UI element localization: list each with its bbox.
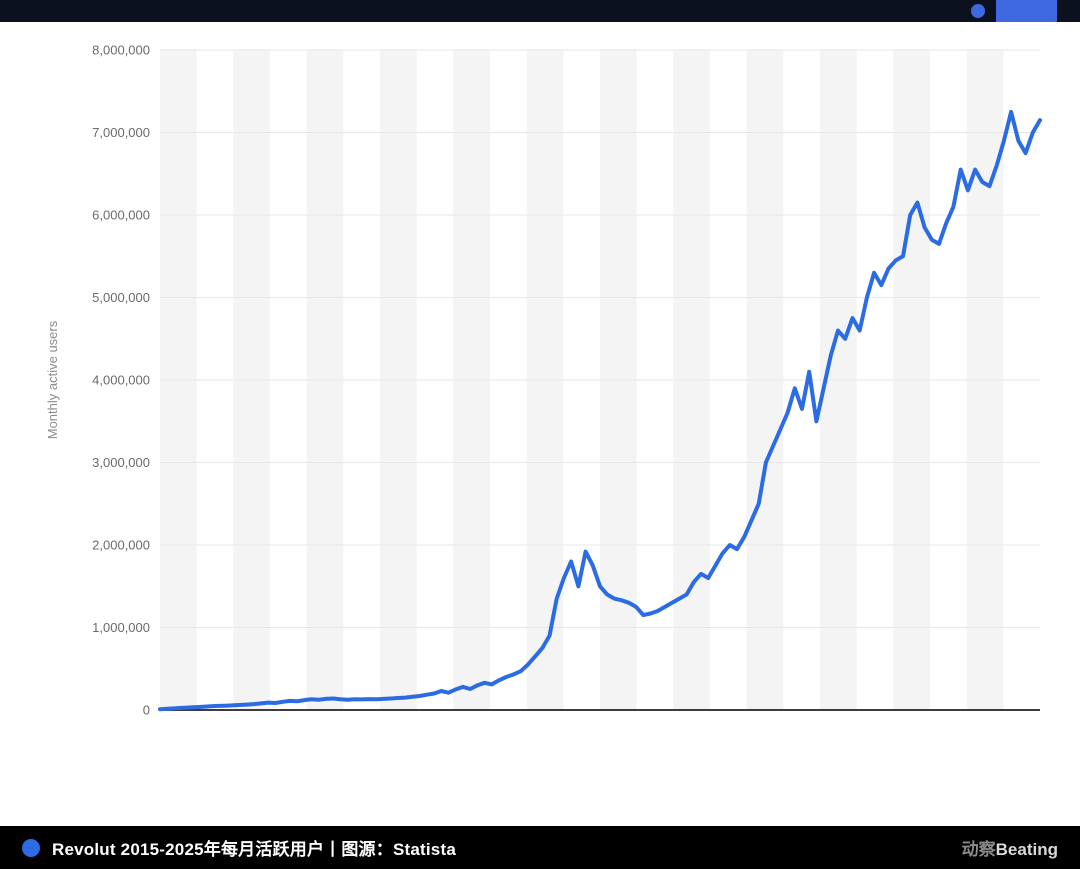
footer-bar: Revolut 2015-2025年每月活跃用户丨图源：Statista 动察B… xyxy=(0,826,1080,869)
footer-caption: Revolut 2015-2025年每月活跃用户丨图源：Statista xyxy=(52,840,456,859)
y-tick-label: 1,000,000 xyxy=(92,620,150,635)
y-tick-label: 5,000,000 xyxy=(92,290,150,305)
y-tick-label: 2,000,000 xyxy=(92,538,150,553)
y-axis-title: Monthly active users xyxy=(45,320,60,439)
brand-prefix: 动察 xyxy=(961,840,996,859)
gridlines xyxy=(160,49,1040,711)
y-tick-label: 6,000,000 xyxy=(92,208,150,223)
mau-series-line xyxy=(158,109,1042,712)
y-tick-labels: 0 1,000,000 2,000,000 3,000,000 4,000,000 5,0… xyxy=(92,43,150,718)
top-bar-blue-block xyxy=(996,0,1057,22)
y-tick-label: 3,000,000 xyxy=(92,455,150,470)
y-tick-label: 4,000,000 xyxy=(92,373,150,388)
brand-suffix: Beating xyxy=(995,840,1058,859)
footer-blue-dot-icon xyxy=(22,838,40,857)
top-bar-blue-dot-icon xyxy=(971,4,985,18)
top-bar xyxy=(0,0,1080,22)
y-tick-label: 8,000,000 xyxy=(92,43,150,58)
y-tick-label: 0 xyxy=(143,703,150,718)
series-line xyxy=(158,109,1042,712)
y-tick-label: 7,000,000 xyxy=(92,125,150,140)
brand-logo: 动察Beating xyxy=(962,835,1058,860)
